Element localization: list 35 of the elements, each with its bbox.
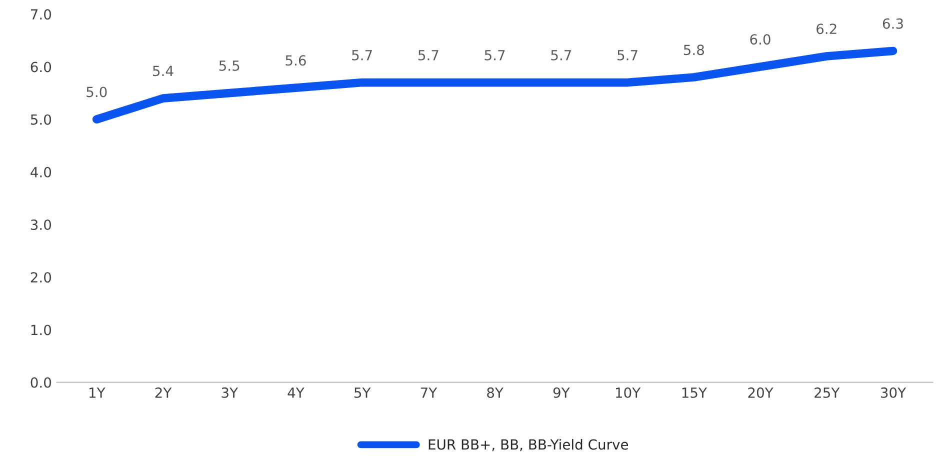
x-tick-label: 2Y [155, 387, 172, 398]
data-label: 5.4 [153, 66, 174, 76]
x-tick-label: 25Y [814, 387, 840, 398]
data-label: 5.6 [286, 55, 306, 66]
data-label: 5.8 [684, 44, 704, 56]
data-label: 5.0 [86, 86, 107, 98]
y-tick-label: 7.0 [31, 9, 52, 20]
data-label: 5.7 [618, 50, 638, 60]
x-tick-label: 9Y [553, 387, 570, 398]
x-tick-label: 3Y [222, 387, 238, 398]
x-tick-label: 5Y [354, 388, 371, 398]
data-label: 6.3 [882, 18, 903, 29]
legend-label: EUR BB+, BB, BB-Yield Curve [428, 439, 628, 452]
x-tick-label: 1Y [90, 388, 106, 398]
data-label: 5.7 [418, 50, 438, 60]
data-label: 5.7 [352, 50, 372, 60]
x-tick-label: 8Y [487, 387, 504, 398]
x-tick-label: 20Y [748, 387, 774, 398]
data-label: 5.5 [219, 60, 240, 71]
y-tick-label: 4.0 [30, 166, 52, 178]
y-tick-label: 6.0 [30, 62, 52, 72]
x-tick-label: 7Y [420, 388, 438, 398]
y-tick-label: 5.0 [30, 114, 52, 125]
y-tick-label: 3.0 [30, 220, 52, 230]
y-tick-label: 0.0 [30, 377, 52, 388]
y-tick-label: 2.0 [30, 272, 52, 283]
data-label: 6.2 [816, 24, 836, 34]
y-tick-label: 1.0 [31, 324, 52, 336]
data-label: 5.7 [551, 50, 572, 60]
data-label: 6.0 [750, 34, 770, 45]
x-tick-label: 15Y [682, 388, 707, 398]
x-tick-label: 4Y [288, 388, 304, 398]
x-tick-label: 30Y [880, 387, 906, 398]
x-tick-label: 10Y [616, 387, 641, 398]
data-label: 5.7 [484, 50, 505, 60]
